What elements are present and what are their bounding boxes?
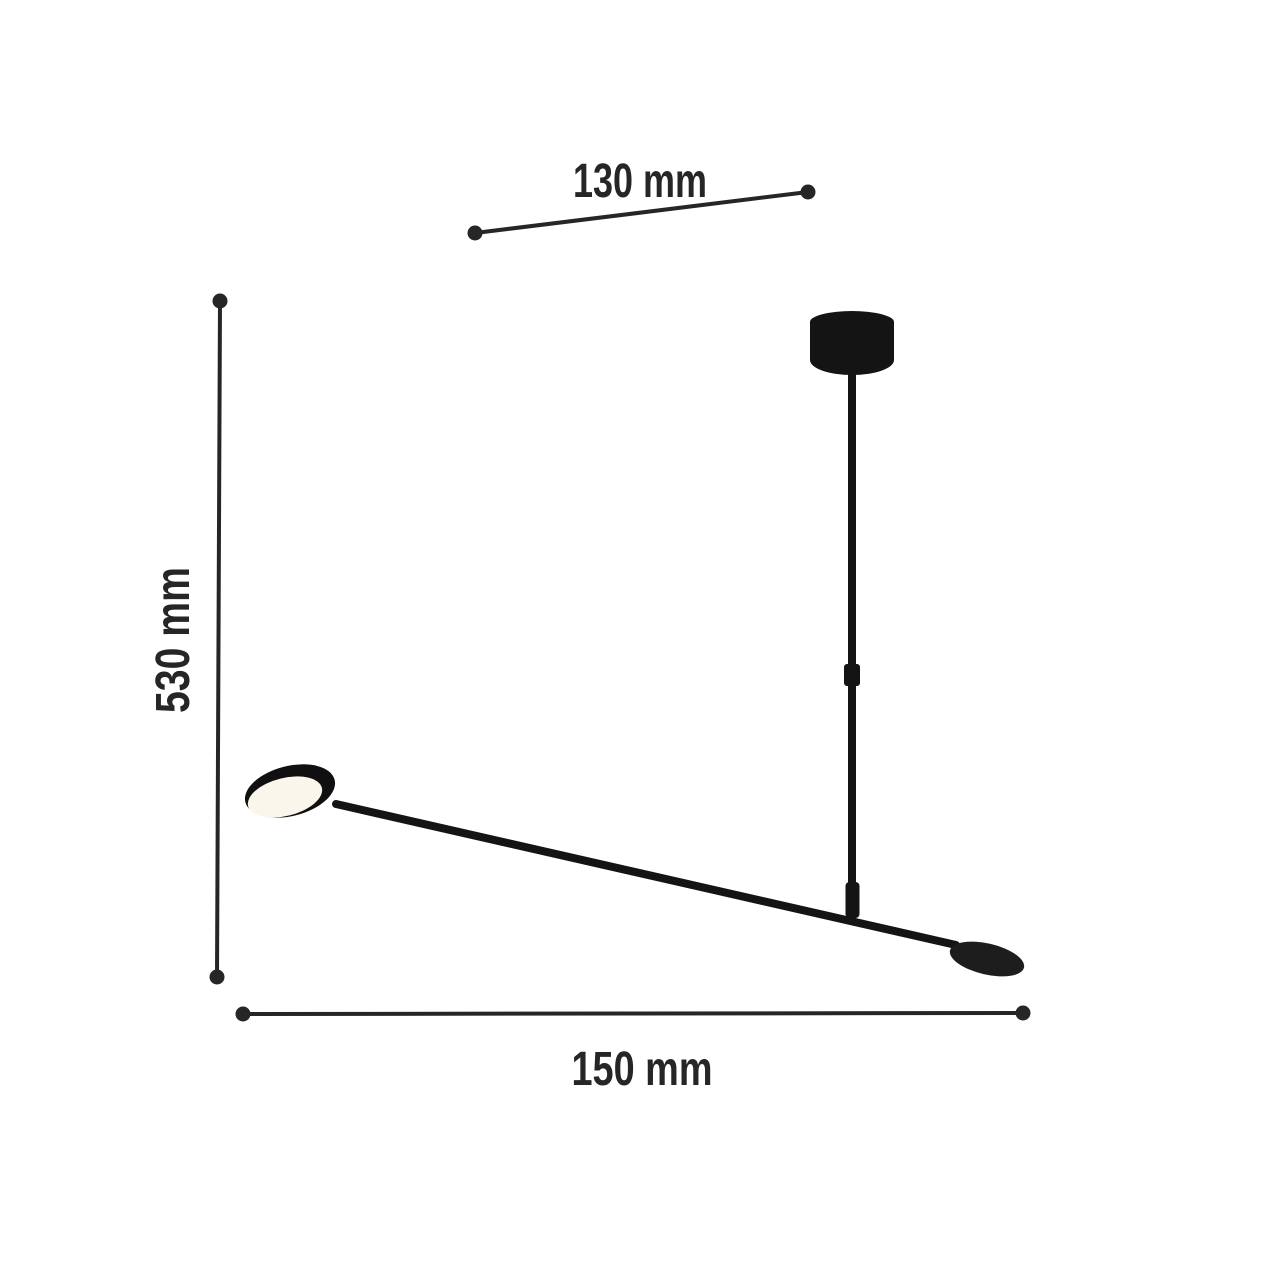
pendant-lamp <box>244 311 1025 977</box>
dimension-bottom-width: 150 mm <box>235 1005 1031 1096</box>
dimension-endpoint-dot <box>467 225 483 241</box>
dimension-endpoint-dot <box>1015 1005 1031 1021</box>
dimension-line <box>242 1011 1024 1016</box>
lamp-ceiling-canopy <box>810 311 894 375</box>
dimension-line <box>474 190 809 235</box>
dimension-endpoint-dot <box>800 184 816 200</box>
dimension-label-height: 530 mm <box>147 567 200 713</box>
lamp-head-left <box>244 764 336 818</box>
dimension-endpoint-dot <box>235 1006 251 1022</box>
dimension-top-width: 130 mm <box>467 155 816 241</box>
dimension-label-bottom-width: 150 mm <box>572 1043 713 1096</box>
dimension-line <box>215 300 222 978</box>
lamp-head-right <box>949 941 1025 977</box>
lamp-rod <box>848 350 856 890</box>
dimension-label-top-width: 130 mm <box>573 155 707 208</box>
lamp-rod-joint <box>844 664 860 686</box>
dimension-endpoint-dot <box>212 293 228 309</box>
lamp-head-left-diffuser <box>247 776 323 818</box>
lamp-arm <box>332 800 960 949</box>
dimension-endpoint-dot <box>209 969 225 985</box>
lamp-rod-lower-joint <box>845 882 860 918</box>
dimension-height: 530 mm <box>147 293 228 985</box>
